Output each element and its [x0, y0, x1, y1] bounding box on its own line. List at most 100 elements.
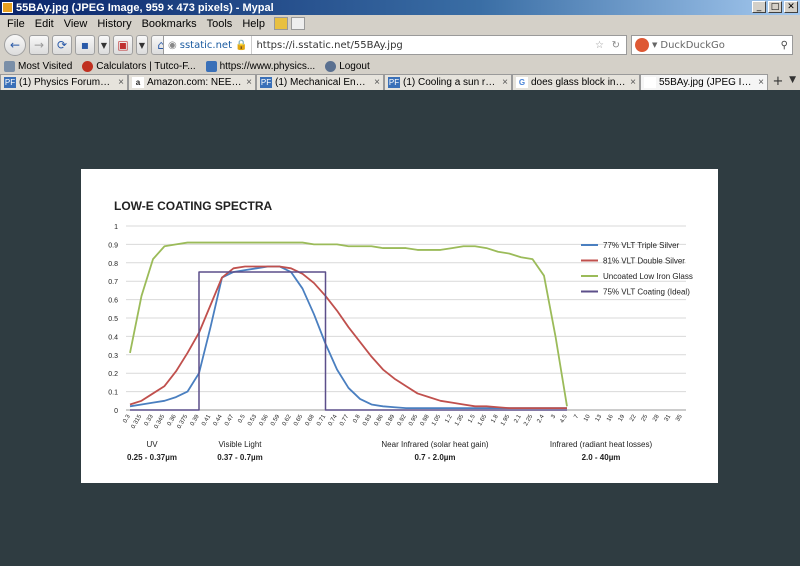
x-tick-label: 25: [641, 413, 650, 422]
legend-label: 77% VLT Triple Silver: [603, 241, 680, 250]
forward-button[interactable]: →: [29, 35, 49, 55]
menu-history[interactable]: History: [97, 17, 132, 30]
search-dropdown-icon[interactable]: ▼: [652, 41, 658, 49]
series-75-vlt-coating-ideal: [130, 271, 567, 411]
close-tab-icon[interactable]: ×: [118, 77, 124, 88]
print-dropdown-icon[interactable]: ▼: [136, 35, 148, 55]
print-button[interactable]: ▣: [113, 35, 133, 55]
minimize-button[interactable]: _: [752, 1, 766, 13]
tab-google-search[interactable]: G does glass block infrared - ... ×: [512, 74, 640, 90]
pf-icon: PF: [260, 77, 272, 88]
x-tick-label: 10: [583, 413, 592, 422]
menu-tools[interactable]: Tools: [206, 17, 233, 30]
x-tick-label: 31: [664, 413, 673, 422]
x-tick-label: 0.44: [213, 413, 224, 427]
band-range: 2.0 - 40µm: [582, 453, 621, 462]
close-tab-icon[interactable]: ×: [758, 77, 764, 88]
x-tick-label: 0.65: [293, 413, 304, 427]
new-tab-button[interactable]: +: [772, 74, 784, 89]
x-tick-label: 1.65: [477, 413, 488, 427]
bookmark-star-icon[interactable]: ☆: [595, 39, 604, 51]
search-icon[interactable]: ⚲: [780, 39, 788, 51]
x-tick-label: 0.33: [144, 413, 155, 427]
close-tab-icon[interactable]: ×: [374, 77, 380, 88]
save-page-button[interactable]: ▪: [75, 35, 95, 55]
band-name: UV: [146, 440, 158, 449]
site-domain: sstatic.net: [179, 39, 232, 51]
x-tick-label: 16: [606, 413, 615, 422]
close-tab-icon[interactable]: ×: [502, 77, 508, 88]
url-bar[interactable]: ◉ sstatic.net 🔒 https://i.sstatic.net/55…: [163, 35, 627, 55]
y-tick-label: 1: [114, 224, 118, 231]
reload-button[interactable]: ⟳: [52, 35, 72, 55]
bookmark-most-visited[interactable]: Most Visited: [4, 60, 72, 72]
x-tick-label: 0.41: [201, 413, 212, 427]
x-tick-label: 0.68: [305, 413, 316, 427]
url-text[interactable]: https://i.sstatic.net/55BAy.jpg: [256, 39, 403, 51]
x-tick-label: 13: [595, 413, 604, 422]
y-tick-label: 0.1: [108, 390, 118, 397]
x-tick-label: 7: [573, 413, 580, 419]
x-tick-label: 3: [550, 413, 557, 419]
pf-icon: PF: [388, 77, 400, 88]
save-dropdown-icon[interactable]: ▼: [98, 35, 110, 55]
band-name: Near Infrared (solar heat gain): [381, 440, 489, 449]
menu-view[interactable]: View: [63, 17, 88, 30]
search-input[interactable]: DuckDuckGo: [660, 39, 725, 51]
y-tick-label: 0.5: [108, 316, 118, 323]
bookmark-calculators[interactable]: Calculators | Tutco-F...: [82, 60, 196, 72]
x-tick-label: 2.1: [513, 413, 523, 424]
pf-icon: PF: [4, 77, 16, 88]
bookmarks-bar: Most Visited Calculators | Tutco-F... ht…: [0, 58, 800, 74]
site-favicon-icon: ◉: [168, 39, 177, 51]
menu-help[interactable]: Help: [242, 17, 265, 30]
band-name: Visible Light: [219, 440, 263, 449]
x-tick-label: 1.05: [431, 413, 442, 427]
tab-list-icon[interactable]: ▼: [789, 75, 796, 85]
x-tick-label: 0.315: [131, 413, 144, 430]
close-tab-icon[interactable]: ×: [630, 77, 636, 88]
lock-icon: 🔒: [235, 39, 248, 51]
nav-bar: ← → ⟳ ▪ ▼ ▣ ▼ ⌂ ◉ sstatic.net 🔒 https://…: [0, 32, 800, 58]
addon-icon[interactable]: [290, 17, 305, 30]
window-controls: _ □ ✕: [752, 1, 798, 13]
site-identity[interactable]: ◉ sstatic.net 🔒: [164, 36, 253, 54]
google-icon: G: [516, 77, 528, 88]
back-button[interactable]: ←: [4, 34, 26, 56]
maximize-button[interactable]: □: [768, 1, 782, 13]
x-tick-label: 1.2: [444, 413, 454, 424]
x-tick-label: 0.71: [316, 413, 327, 427]
x-tick-label: 0.83: [362, 413, 373, 427]
tab-amazon[interactable]: a Amazon.com: NEENCA Bac... ×: [128, 74, 256, 90]
tab-physics-forums[interactable]: PF (1) Physics Forums: Scienc... ×: [0, 74, 128, 90]
menu-file[interactable]: File: [7, 17, 25, 30]
x-tick-label: 1.35: [454, 413, 465, 427]
page-content: LOW-E COATING SPECTRA 0 0.1 0.2 0.3 0.4 0.5 0.6…: [0, 90, 800, 566]
x-tick-label: 0.92: [397, 413, 408, 427]
menu-edit[interactable]: Edit: [34, 17, 54, 30]
addon-icon[interactable]: [273, 17, 288, 30]
x-tick-label: 0.375: [177, 413, 190, 430]
search-bar[interactable]: ▼ DuckDuckGo ⚲: [631, 35, 793, 55]
chart-image: LOW-E COATING SPECTRA 0 0.1 0.2 0.3 0.4 0.5 0.6…: [81, 169, 718, 483]
menu-bar: File Edit View History Bookmarks Tools H…: [0, 15, 800, 32]
close-tab-icon[interactable]: ×: [246, 77, 252, 88]
tab-mechanical-engineering[interactable]: PF (1) Mechanical Engineering... ×: [256, 74, 384, 90]
x-tick-label: 1.95: [500, 413, 511, 427]
x-tick-label: 0.47: [224, 413, 235, 427]
amazon-icon: a: [132, 77, 144, 88]
close-button[interactable]: ✕: [784, 1, 798, 13]
tab-cooling-sun-room[interactable]: PF (1) Cooling a sun room wit... ×: [384, 74, 512, 90]
x-tick-label: 0.95: [408, 413, 419, 427]
bookmark-logout[interactable]: Logout: [325, 60, 370, 72]
page-refresh-icon[interactable]: ↻: [611, 39, 620, 51]
tab-active-image[interactable]: 55BAy.jpg (JPEG Image, 9... ×: [640, 74, 768, 90]
x-tick-label: 2.25: [523, 413, 534, 427]
band-name: Infrared (radiant heat losses): [550, 440, 653, 449]
duckduckgo-icon[interactable]: [635, 38, 649, 52]
tab-strip: PF (1) Physics Forums: Scienc... × a Ama…: [0, 73, 800, 90]
x-tick-label: 0.36: [167, 413, 178, 427]
bookmark-physics[interactable]: https://www.physics...: [205, 60, 315, 72]
menu-bookmarks[interactable]: Bookmarks: [141, 17, 197, 30]
logout-icon: [325, 60, 337, 72]
